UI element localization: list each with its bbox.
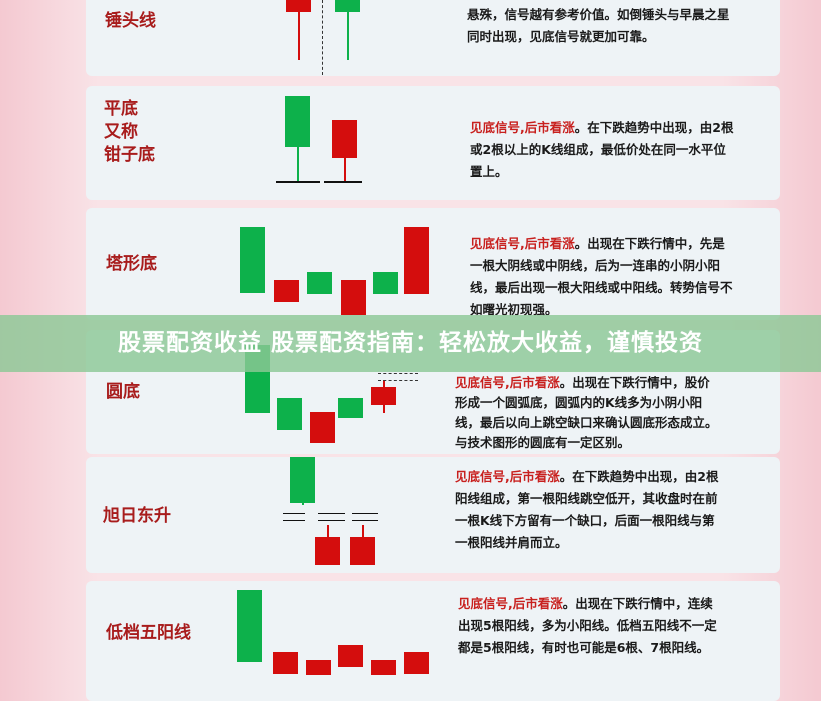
bullish-candle	[338, 645, 363, 667]
pattern-name-flat-bottom-3: 钳子底	[104, 145, 155, 165]
desc-text: 。出现在下跌行情中，股价形成一个圆弧底，圆弧内的K线多为小阴小阳线，最后以向上跳…	[455, 375, 718, 450]
bullish-candle	[286, 0, 311, 12]
flat-bottom-line	[324, 181, 362, 183]
pattern-name-low-five-yang: 低档五阳线	[106, 623, 191, 643]
bearish-candle	[277, 398, 302, 430]
panel-hammer	[86, 0, 780, 76]
bearish-candle	[335, 0, 360, 12]
panel-tower-bottom	[86, 208, 780, 320]
pattern-desc-flat-bottom: 见底信号,后市看涨。在下跌趋势中出现，由2根或2根以上的K线组成，最低价处在同一…	[470, 117, 735, 183]
bullish-candle	[310, 412, 335, 443]
gap-line	[352, 520, 378, 521]
bearish-candle	[240, 227, 265, 293]
pattern-name-flat-bottom-2: 又称	[104, 122, 138, 142]
bearish-candle	[338, 398, 363, 418]
bearish-candle	[237, 590, 262, 662]
gap-line	[352, 513, 378, 514]
bullish-candle	[341, 280, 366, 315]
pattern-name-round-bottom: 圆底	[106, 382, 140, 402]
pattern-name-hammer: 锤头线	[105, 11, 156, 31]
panel-low-five-yang	[86, 581, 780, 701]
pattern-desc-round-bottom: 见底信号,后市看涨。出现在下跌行情中，股价形成一个圆弧底，圆弧内的K线多为小阴小…	[455, 373, 720, 453]
bullish-candle	[274, 280, 299, 302]
panel-flat-bottom	[86, 86, 780, 200]
signal-text: 见底信号,后市看涨	[458, 596, 563, 611]
signal-text: 见底信号,后市看涨	[455, 375, 560, 390]
bullish-candle	[404, 652, 429, 674]
bearish-candle	[285, 96, 310, 147]
desc-text: 。在下跌趋势中出现，由2根阳线组成，第一根阳线跳空低开，其收盘时在前一根K线下方…	[455, 469, 719, 550]
signal-text: 见底信号,后市看涨	[470, 236, 575, 251]
bullish-candle	[404, 227, 429, 294]
bullish-candle	[371, 387, 396, 405]
flat-bottom-line	[276, 181, 320, 183]
gap-line	[318, 520, 345, 521]
gap-line	[283, 513, 305, 514]
panel-rising-sun	[86, 457, 780, 573]
desc-text: 。在下跌趋势中出现，由2根或2根以上的K线组成，最低价处在同一水平位置上。	[470, 120, 734, 179]
pattern-name-rising-sun: 旭日东升	[103, 506, 171, 526]
pattern-desc-hammer: 悬殊，信号越有参考价值。如倒锤头与早晨之星同时出现，见底信号就更加可靠。	[467, 4, 732, 48]
pattern-desc-rising-sun: 见底信号,后市看涨。在下跌趋势中出现，由2根阳线组成，第一根阳线跳空低开，其收盘…	[455, 466, 720, 554]
bearish-candle	[290, 457, 315, 503]
bearish-candle	[373, 272, 398, 294]
bullish-candle	[315, 537, 340, 565]
hammer-divider-line	[322, 0, 323, 75]
gap-line	[318, 513, 345, 514]
overlay-banner: 股票配资收益 股票配资指南：轻松放大收益，谨慎投资	[0, 315, 821, 372]
gap-line	[283, 520, 305, 521]
candle-wick	[297, 0, 300, 60]
pattern-name-flat-bottom-1: 平底	[104, 99, 138, 119]
bullish-candle	[306, 660, 331, 675]
pattern-desc-low-five-yang: 见底信号,后市看涨。出现在下跌行情中，连续出现5根阳线，多为小阳线。低档五阳线不…	[458, 593, 723, 659]
bullish-candle	[332, 120, 357, 158]
desc-text: 。出现在下跌行情中，连续出现5根阳线，多为小阳线。低档五阳线不一定都是5根阳线，…	[458, 596, 717, 655]
bullish-candle	[273, 652, 298, 674]
pattern-desc-tower-bottom: 见底信号,后市看涨。出现在下跌行情中，先是一根大阴线或中阴线，后为一连串的小阴小…	[470, 233, 735, 321]
pattern-name-tower-bottom: 塔形底	[106, 254, 157, 274]
bullish-candle	[371, 660, 396, 675]
desc-text: 。出现在下跌行情中，先是一根大阴线或中阴线，后为一连串的小阴小阳线，最后出现一根…	[470, 236, 733, 317]
gap-line	[378, 373, 418, 374]
bearish-candle	[307, 272, 332, 294]
bullish-candle	[350, 537, 375, 565]
signal-text: 见底信号,后市看涨	[470, 120, 575, 135]
gap-line	[378, 380, 418, 381]
signal-text: 见底信号,后市看涨	[455, 469, 560, 484]
candle-wick	[346, 0, 349, 60]
desc-text: 悬殊，信号越有参考价值。如倒锤头与早晨之星同时出现，见底信号就更加可靠。	[467, 7, 730, 44]
